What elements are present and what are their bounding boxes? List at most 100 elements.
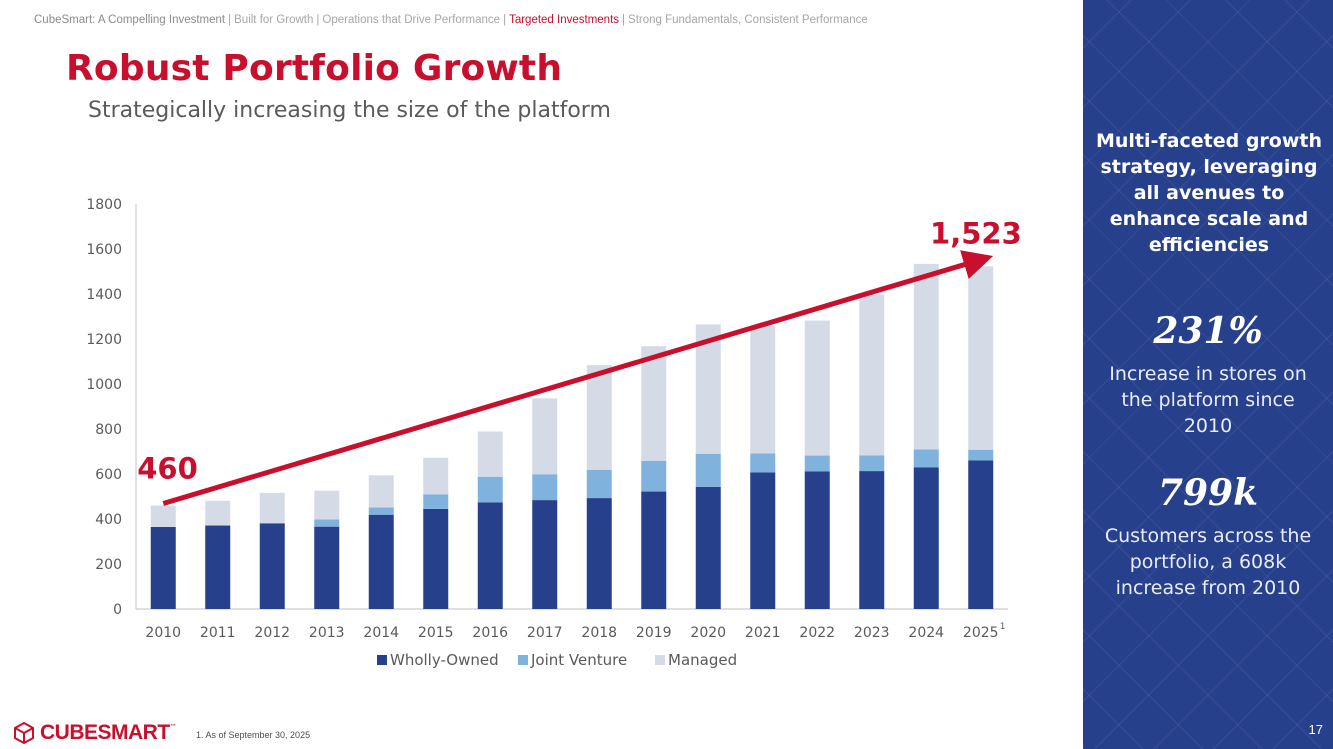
stat-desc-customers: Customers across the portfolio, a 608k i…: [1104, 525, 1312, 599]
x-tick-label: 2014: [363, 625, 399, 641]
x-tick-footnote-marker: 1: [1000, 622, 1006, 632]
page-subtitle: Strategically increasing the size of the…: [88, 98, 611, 123]
x-tick-label: 2015: [418, 625, 454, 641]
bar-joint-venture-2017: [532, 474, 558, 501]
bar-wholly-owned-2024: [913, 467, 939, 609]
x-tick-label: 2019: [636, 625, 672, 641]
logo-trademark: ™: [169, 723, 177, 731]
bar-managed-2013: [314, 490, 340, 520]
x-tick-label: 2011: [200, 625, 236, 641]
bar-wholly-owned-2025: [968, 460, 994, 609]
logo-wordmark: CUBESMART: [40, 721, 170, 744]
legend-swatch-joint-venture: [518, 655, 528, 665]
breadcrumb-separator: |: [316, 14, 320, 26]
x-tick-label: 2023: [854, 625, 890, 641]
bar-wholly-owned-2022: [804, 471, 830, 609]
bar-managed-2021: [750, 325, 776, 454]
breadcrumb-separator: |: [503, 14, 507, 26]
y-tick-label: 1400: [86, 287, 122, 303]
bar-managed-2017: [532, 398, 558, 475]
y-tick-label: 200: [95, 557, 122, 573]
bar-wholly-owned-2020: [695, 486, 721, 609]
stat-value-customers: 799k: [1157, 472, 1259, 514]
breadcrumb-item-active[interactable]: Targeted Investments: [509, 14, 620, 26]
legend-label: Wholly-Owned: [390, 651, 499, 669]
y-tick-label: 1000: [86, 377, 122, 393]
bar-wholly-owned-2015: [423, 508, 449, 609]
bar-managed-2015: [423, 457, 449, 495]
y-tick-label: 400: [95, 512, 122, 528]
breadcrumb-separator: |: [228, 14, 232, 26]
stat-desc-stores: Increase in stores on the platform since…: [1109, 363, 1307, 437]
x-tick-label: 2021: [745, 625, 781, 641]
x-tick-label: 2013: [309, 625, 345, 641]
bar-wholly-owned-2023: [859, 471, 885, 609]
page-number: 17: [1308, 722, 1323, 737]
bar-wholly-owned-2014: [368, 514, 394, 609]
breadcrumb: CubeSmart: A Compelling Investment | Built…: [34, 14, 868, 26]
breadcrumb-item[interactable]: Built for Growth: [234, 14, 314, 26]
cube-logo-icon: [14, 721, 34, 745]
bar-wholly-owned-2017: [532, 500, 558, 609]
x-tick-label: 2018: [581, 625, 617, 641]
y-tick-label: 0: [113, 602, 122, 618]
legend-swatch-wholly-owned: [377, 655, 387, 665]
y-tick-label: 1200: [86, 332, 122, 348]
x-tick-label: 2020: [690, 625, 726, 641]
bar-wholly-owned-2018: [586, 498, 612, 609]
end-value-label: 1,523: [930, 216, 1022, 250]
bar-wholly-owned-2016: [477, 502, 503, 609]
legend-label: Joint Venture: [530, 651, 627, 669]
breadcrumb-separator: |: [622, 14, 626, 26]
bar-joint-venture-2018: [586, 469, 612, 499]
bar-wholly-owned-2010: [150, 526, 176, 609]
footnote: 1. As of September 30, 2025: [196, 730, 311, 740]
bar-joint-venture-2020: [695, 453, 721, 487]
bar-managed-2025: [968, 266, 994, 450]
breadcrumb-item[interactable]: Strong Fundamentals, Consistent Performa…: [628, 14, 868, 26]
bar-joint-venture-2022: [804, 455, 830, 472]
bar-managed-2012: [259, 492, 285, 524]
bar-managed-2024: [913, 263, 939, 450]
y-tick-label: 800: [95, 422, 122, 438]
bar-wholly-owned-2012: [259, 523, 285, 609]
y-tick-label: 600: [95, 467, 122, 483]
start-value-label: 460: [137, 452, 198, 486]
bar-joint-venture-2024: [913, 449, 939, 468]
x-tick-label: 2017: [527, 625, 563, 641]
bar-wholly-owned-2019: [641, 491, 667, 609]
breadcrumb-item[interactable]: Operations that Drive Performance: [322, 14, 501, 26]
bar-wholly-owned-2021: [750, 472, 776, 609]
x-tick-label: 2022: [799, 625, 835, 641]
trend-arrow: [162, 250, 994, 506]
bar-managed-2011: [205, 500, 231, 526]
side-panel: Multi-faceted growth strategy, leveragin…: [1083, 0, 1333, 749]
breadcrumb-item[interactable]: CubeSmart: A Compelling Investment: [34, 14, 226, 26]
bar-joint-venture-2019: [641, 460, 667, 492]
bar-managed-2016: [477, 431, 503, 477]
bar-managed-2014: [368, 475, 394, 508]
x-tick-label: 2012: [254, 625, 290, 641]
panel-heading: Multi-faceted growth strategy, leveragin…: [1095, 130, 1323, 256]
bar-joint-venture-2016: [477, 476, 503, 503]
bar-joint-venture-2014: [368, 507, 394, 515]
bar-managed-2018: [586, 365, 612, 470]
bar-managed-2010: [150, 505, 176, 527]
bar-joint-venture-2021: [750, 453, 776, 473]
bar-wholly-owned-2011: [205, 525, 231, 609]
bar-managed-2022: [804, 320, 830, 456]
legend-swatch-managed: [655, 655, 665, 665]
portfolio-growth-chart: 0 200 400 600 800 1000 1200 1400 1600 1800 2010 201…: [86, 197, 1022, 669]
cubesmart-logo: CUBESMART ™: [12, 721, 177, 745]
page-title: Robust Portfolio Growth: [66, 48, 563, 89]
bar-wholly-owned-2013: [314, 526, 340, 609]
stat-value-stores: 231%: [1153, 310, 1263, 352]
bar-joint-venture-2025: [968, 449, 994, 461]
x-tick-label: 2025: [963, 625, 999, 641]
bar-joint-venture-2013: [314, 519, 340, 527]
y-tick-label: 1600: [86, 242, 122, 258]
x-tick-label: 2010: [145, 625, 181, 641]
bar-joint-venture-2015: [423, 494, 449, 509]
y-tick-label: 1800: [86, 197, 122, 213]
x-tick-label: 2016: [472, 625, 508, 641]
